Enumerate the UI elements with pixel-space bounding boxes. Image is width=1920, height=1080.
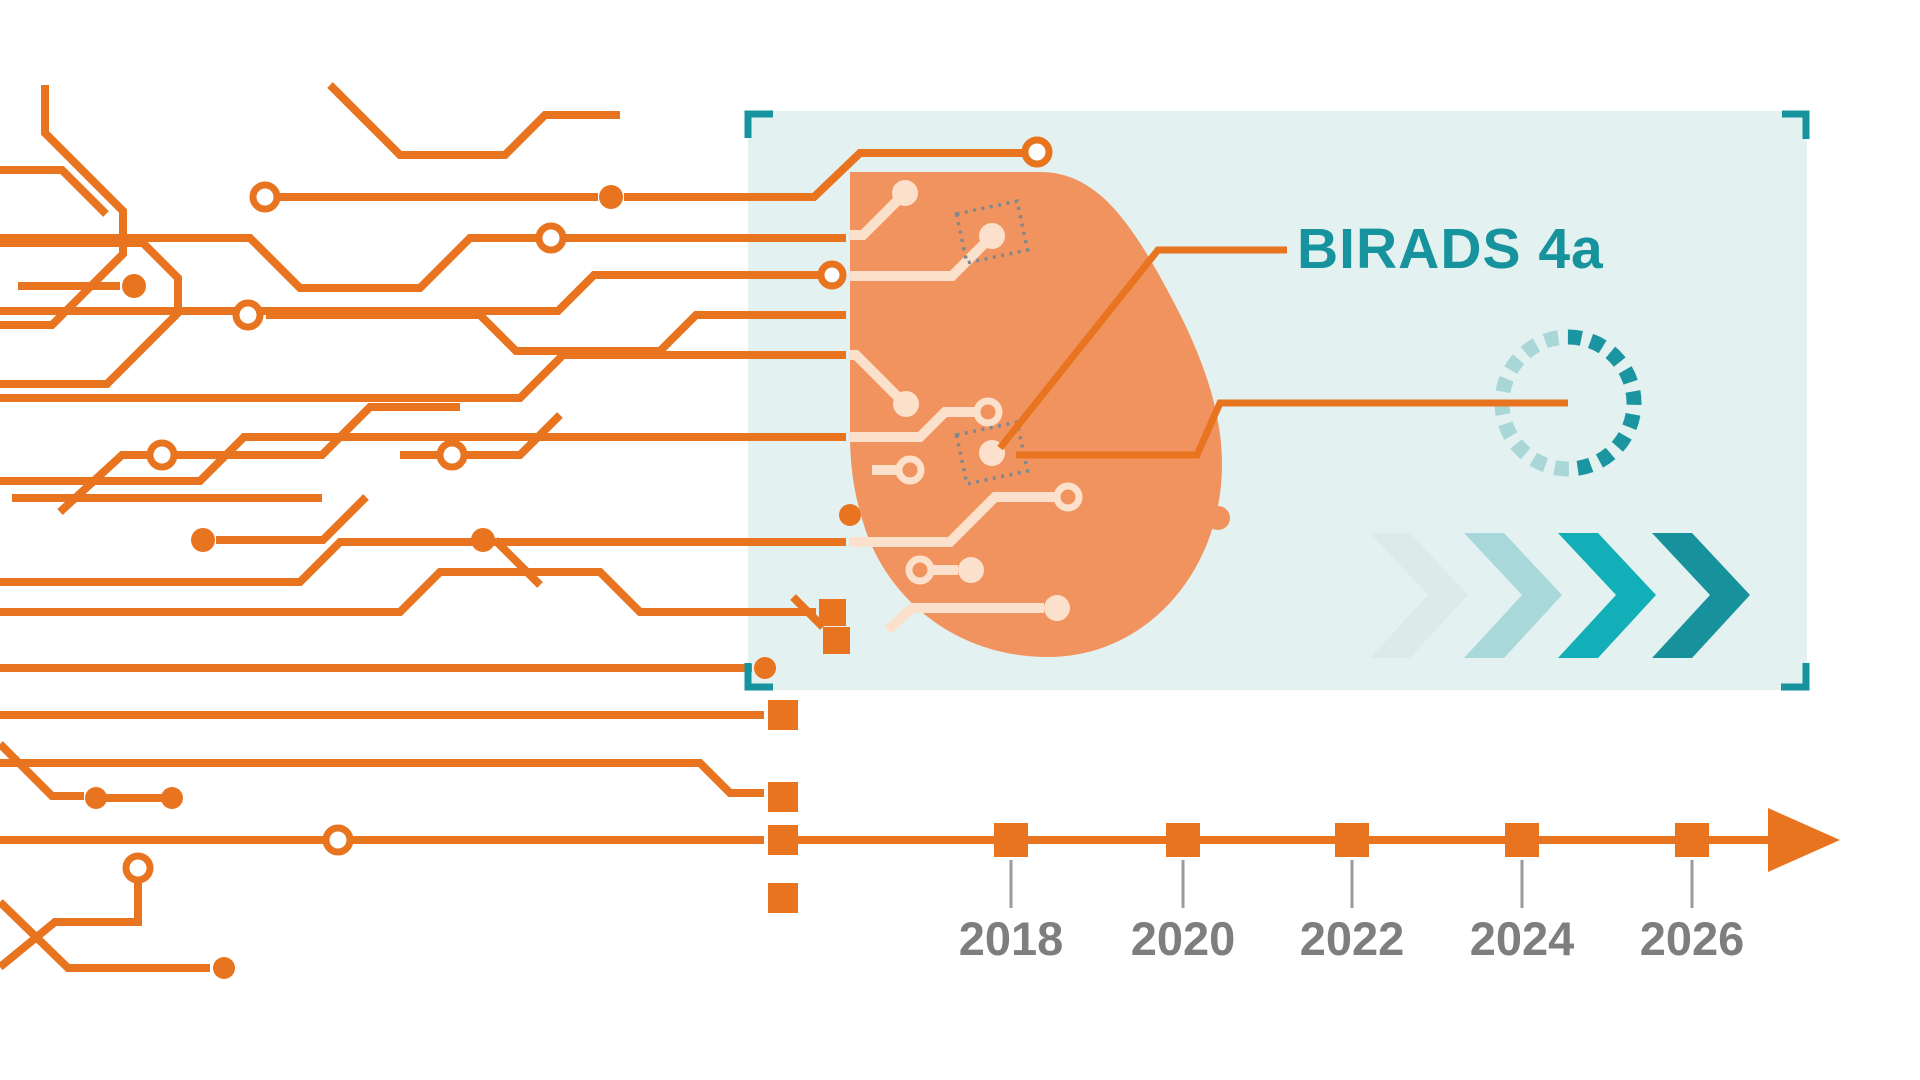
- chevron-icon-2: [1464, 533, 1562, 658]
- timeline-year-2022: 2022: [1299, 912, 1405, 965]
- breast-circuit-rings: [895, 397, 1083, 585]
- chevron-icon-3: [1558, 533, 1656, 658]
- frame-bracket-bottom-right: [1781, 663, 1810, 691]
- lesion-markers: [954, 199, 1030, 486]
- spinner-dark-arc: [1567, 329, 1642, 477]
- scan-frame-brackets: [744, 110, 1810, 691]
- forward-chevrons-icon: [1370, 533, 1750, 658]
- timeline-marker-2026: [1675, 823, 1709, 857]
- circuit-pad-squares: [768, 599, 850, 913]
- timeline-marker-2018: [994, 823, 1028, 857]
- annotation-leader-lines: [997, 246, 1568, 459]
- circuit-node-dots: [85, 185, 861, 979]
- leader-line-birads: [997, 246, 1287, 451]
- timeline-year-2018: 2018: [958, 912, 1064, 965]
- timeline-markers: [994, 823, 1709, 857]
- breast-silhouette: [850, 172, 1230, 658]
- breast-circuit-traces: [849, 189, 1056, 634]
- lesion-marker-dotted-box-1: [954, 199, 1030, 265]
- frame-bracket-bottom-left: [744, 663, 773, 691]
- breast-circuit-dots: [892, 180, 1070, 621]
- leader-line-spinner: [1016, 399, 1568, 459]
- timeline-year-2026: 2026: [1639, 912, 1745, 965]
- circuit-board-traces: [0, 82, 1024, 972]
- circuit-node-rings: [122, 136, 1053, 884]
- timeline-marker-2022: [1335, 823, 1369, 857]
- timeline-year-2020: 2020: [1130, 912, 1236, 965]
- nipple-dot: [1206, 506, 1230, 530]
- chevron-icon-4: [1652, 533, 1750, 658]
- timeline-marker-2024: [1505, 823, 1539, 857]
- frame-bracket-top-right: [1782, 110, 1810, 139]
- timeline-year-2024: 2024: [1469, 912, 1575, 965]
- timeline-arrow-icon: [1768, 808, 1840, 872]
- timeline-ticks: [1009, 860, 1694, 908]
- lesion-marker-dotted-box-2: [954, 420, 1030, 486]
- birads-annotation-label: BIRADS 4a: [1297, 217, 1604, 281]
- timeline: [798, 808, 1840, 908]
- frame-bracket-top-left: [744, 110, 773, 138]
- timeline-marker-2020: [1166, 823, 1200, 857]
- chevron-icon-1: [1370, 533, 1468, 658]
